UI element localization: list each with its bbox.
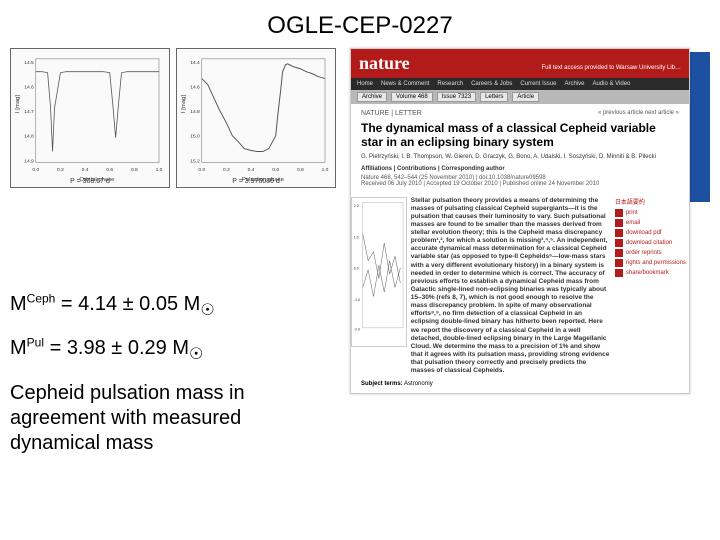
crumb-archive[interactable]: Archive: [357, 92, 387, 102]
nav-audio[interactable]: Audio & Video: [592, 81, 630, 87]
share-icon: [615, 269, 623, 277]
svg-text:14.8: 14.8: [190, 109, 200, 115]
chart2-caption: P = 3.976086 d: [232, 178, 280, 185]
svg-text:14.4: 14.4: [190, 60, 200, 66]
reprints-link[interactable]: order reprints: [615, 248, 689, 258]
subject-label: Subject terms:: [361, 381, 403, 387]
mpul-equation: MPul = 3.98 ± 0.29 M☉: [10, 332, 350, 368]
article-prevnext[interactable]: « previous article next article »: [598, 110, 679, 116]
article-affiliations[interactable]: Affiliations | Contributions | Correspon…: [361, 166, 679, 172]
abstract-mini-chart: 2.0 1.0 0.0 -1.0 -2.0: [351, 197, 407, 347]
agreement-text: Cepheid pulsation mass in agreement with…: [10, 381, 310, 456]
page-title: OGLE-CEP-0227: [0, 0, 720, 48]
order-icon: [615, 249, 623, 257]
crumb-volume[interactable]: Volume 468: [391, 92, 433, 102]
email-link[interactable]: email: [615, 218, 689, 228]
nav-current[interactable]: Current Issue: [520, 81, 556, 87]
abstract-chart-svg: 2.0 1.0 0.0 -1.0 -2.0: [352, 198, 406, 332]
article-received: Received 06 July 2010 | Accepted 19 Octo…: [361, 181, 679, 187]
jp-summary-link[interactable]: 日本語要約: [615, 197, 689, 206]
abstract-row: 2.0 1.0 0.0 -1.0 -2.0 Stellar pulsation th…: [351, 197, 689, 376]
subject-terms: Subject terms: Astronomy: [351, 379, 689, 393]
svg-text:I [mag]: I [mag]: [181, 95, 187, 113]
svg-text:1.0: 1.0: [156, 167, 163, 173]
nav-careers[interactable]: Careers & Jobs: [471, 81, 512, 87]
svg-text:0.6: 0.6: [106, 167, 113, 173]
left-column: I [mag] 14.5 14.6 14.7 14.8 14.9 0.0 0.2 0.…: [10, 48, 350, 456]
rights-icon: [615, 259, 623, 267]
print-icon: [615, 209, 623, 217]
svg-text:14.6: 14.6: [190, 84, 200, 90]
nature-access-text: Full text access provided to Warsaw Univ…: [542, 65, 682, 71]
share-link[interactable]: share/bookmark: [615, 268, 689, 278]
charts-row: I [mag] 14.5 14.6 14.7 14.8 14.9 0.0 0.2 0.…: [10, 48, 350, 188]
mceph-equation: MCeph = 4.14 ± 0.05 M☉: [10, 288, 350, 324]
svg-text:0.0: 0.0: [32, 167, 39, 173]
mpul-value: 3.98 ± 0.29: [67, 337, 167, 359]
nav-news[interactable]: News & Comment: [381, 81, 429, 87]
sun-symbol-2: ☉: [189, 346, 203, 363]
nature-header: nature Full text access provided to Wars…: [351, 49, 689, 78]
svg-text:0.2: 0.2: [57, 167, 64, 173]
svg-text:2.0: 2.0: [354, 204, 359, 208]
svg-text:0.8: 0.8: [131, 167, 138, 173]
svg-text:14.9: 14.9: [24, 158, 34, 164]
rights-link[interactable]: rights and permissions: [615, 258, 689, 268]
sun-symbol-1: ☉: [200, 302, 214, 319]
nature-nav: Home News & Comment Research Careers & J…: [351, 78, 689, 90]
citation-link[interactable]: download citation: [615, 238, 689, 248]
svg-text:1.0: 1.0: [354, 235, 359, 239]
orbital-chart-svg: I [mag] 14.5 14.6 14.7 14.8 14.9 0.0 0.2 0.…: [11, 49, 169, 187]
nature-article-body: « previous article next article » NATURE…: [351, 104, 689, 193]
email-icon: [615, 219, 623, 227]
article-sidebar: 日本語要約 print email download pdf download …: [615, 197, 689, 376]
pdf-link[interactable]: download pdf: [615, 228, 689, 238]
abstract-text: Stellar pulsation theory provides a mean…: [411, 197, 615, 376]
svg-text:14.6: 14.6: [24, 84, 34, 90]
svg-text:0.4: 0.4: [248, 167, 255, 173]
chart1-caption: P = 308.67 d: [70, 178, 110, 185]
nav-research[interactable]: Research: [437, 81, 463, 87]
svg-text:14.8: 14.8: [24, 134, 34, 140]
nature-article-card: nature Full text access provided to Wars…: [350, 48, 690, 394]
svg-text:-1.0: -1.0: [354, 298, 360, 302]
nav-archive[interactable]: Archive: [564, 81, 584, 87]
article-authors: G. Pietrzyński, I. B. Thompson, W. Giere…: [361, 154, 679, 162]
pulsation-phase-chart: I [mag] 14.4 14.6 14.8 15.0 15.2 0.0 0.2 0.…: [176, 48, 336, 188]
svg-text:0.6: 0.6: [272, 167, 279, 173]
crumb-article[interactable]: Article: [512, 92, 539, 102]
svg-text:15.0: 15.0: [190, 134, 200, 140]
svg-text:1.0: 1.0: [322, 167, 329, 173]
content-area: I [mag] 14.5 14.6 14.7 14.8 14.9 0.0 0.2 0.…: [0, 48, 720, 456]
nav-home[interactable]: Home: [357, 81, 373, 87]
svg-text:I [mag]: I [mag]: [15, 95, 21, 113]
mpul-sup: Pul: [27, 335, 44, 349]
mceph-sup: Ceph: [27, 291, 56, 305]
svg-text:-2.0: -2.0: [354, 327, 360, 331]
mceph-value: 4.14 ± 0.05: [78, 293, 178, 315]
right-column: Pietrzynski et al. 2010, Nature, 468, 54…: [350, 48, 710, 456]
nature-logo: nature: [359, 53, 410, 74]
svg-text:15.2: 15.2: [190, 158, 200, 164]
svg-text:0.8: 0.8: [297, 167, 304, 173]
pulsation-chart-svg: I [mag] 14.4 14.6 14.8 15.0 15.2 0.0 0.2 0.…: [177, 49, 335, 187]
download-icon: [615, 239, 623, 247]
article-title: The dynamical mass of a classical Cephei…: [361, 121, 679, 150]
svg-text:0.2: 0.2: [223, 167, 230, 173]
nature-breadcrumb: Archive Volume 468 Issue 7323 Letters Ar…: [351, 90, 689, 104]
svg-text:14.5: 14.5: [24, 60, 34, 66]
svg-text:14.7: 14.7: [24, 109, 34, 115]
download-icon: [615, 229, 623, 237]
equations-block: MCeph = 4.14 ± 0.05 M☉ MPul = 3.98 ± 0.2…: [10, 288, 350, 367]
svg-text:0.0: 0.0: [354, 266, 359, 270]
orbital-phase-chart: I [mag] 14.5 14.6 14.7 14.8 14.9 0.0 0.2 0.…: [10, 48, 170, 188]
crumb-letters[interactable]: Letters: [480, 92, 508, 102]
svg-text:0.0: 0.0: [198, 167, 205, 173]
print-link[interactable]: print: [615, 208, 689, 218]
subject-value: Astronomy: [404, 381, 433, 387]
svg-text:0.4: 0.4: [82, 167, 89, 173]
crumb-issue[interactable]: Issue 7323: [437, 92, 476, 102]
